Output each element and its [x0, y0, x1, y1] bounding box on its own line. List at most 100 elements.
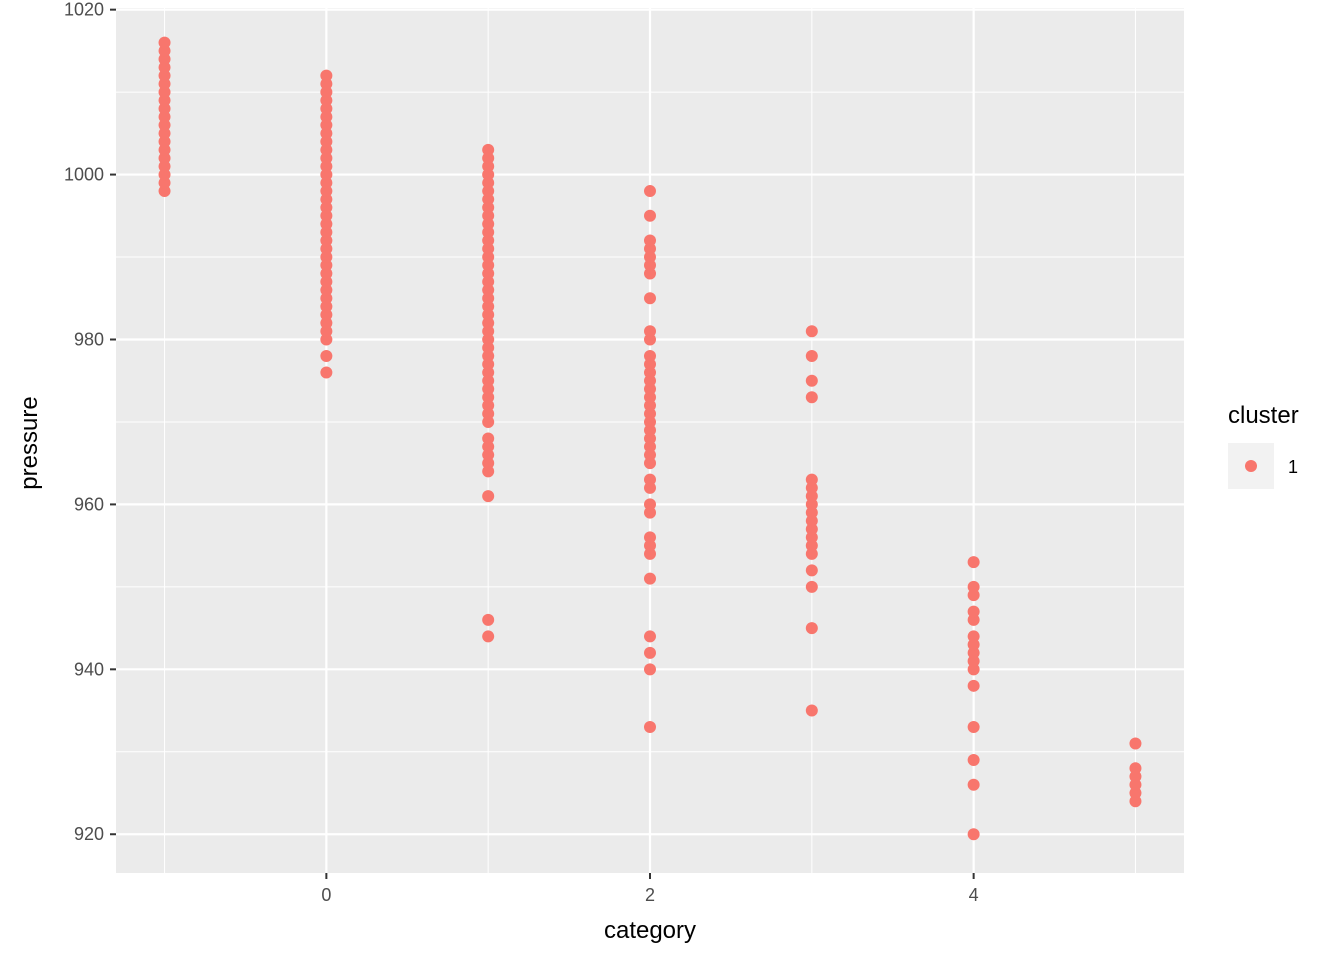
data-point [482, 209, 495, 222]
data-point [320, 267, 333, 280]
data-point [482, 267, 495, 280]
y-tick-label: 960 [74, 494, 104, 514]
data-point [644, 333, 656, 346]
data-point [482, 415, 495, 428]
data-point [805, 523, 818, 536]
data-point [644, 539, 656, 552]
data-point [805, 506, 818, 519]
data-point [320, 168, 333, 181]
data-point [320, 143, 333, 156]
data-point [320, 185, 333, 198]
data-point [644, 391, 656, 404]
data-point [158, 168, 171, 181]
data-point [1129, 787, 1142, 800]
data-point [158, 152, 171, 165]
data-point [482, 391, 495, 404]
data-point [320, 86, 333, 99]
data-point [158, 143, 171, 156]
data-point [320, 119, 333, 132]
data-point [482, 284, 495, 297]
data-point [644, 473, 656, 486]
data-point [644, 185, 656, 198]
data-point [967, 663, 980, 676]
data-point [644, 374, 656, 387]
data-point [967, 778, 980, 791]
data-point [644, 366, 656, 379]
data-point [482, 251, 495, 264]
data-point [320, 366, 333, 379]
data-point [1129, 795, 1142, 808]
data-point [644, 663, 656, 676]
data-point [482, 275, 495, 288]
data-point [967, 580, 980, 593]
data-point [482, 457, 495, 470]
data-point [805, 391, 818, 404]
y-tick-label: 1000 [64, 165, 104, 185]
data-point [320, 242, 333, 255]
data-point [967, 630, 980, 643]
data-point [805, 349, 818, 362]
legend: cluster 1 [1228, 402, 1299, 489]
data-point [1129, 762, 1142, 775]
data-point [320, 77, 333, 90]
data-point [644, 251, 656, 264]
x-tick-label: 2 [645, 885, 655, 905]
data-point [320, 127, 333, 140]
data-point [158, 185, 171, 198]
data-point [644, 399, 656, 412]
data-point [320, 110, 333, 123]
data-point [320, 259, 333, 272]
data-point [967, 589, 980, 602]
data-point [644, 349, 656, 362]
data-point [644, 498, 656, 511]
data-point [482, 234, 495, 247]
data-point [320, 316, 333, 329]
data-point [320, 226, 333, 239]
data-point [158, 102, 171, 115]
y-tick-label: 920 [74, 824, 104, 844]
data-point [320, 333, 333, 346]
data-point [320, 308, 333, 321]
data-point [482, 366, 495, 379]
data-point [482, 316, 495, 329]
data-point [805, 490, 818, 503]
data-point [805, 531, 818, 544]
data-point [805, 547, 818, 560]
data-point [805, 473, 818, 486]
data-point [644, 457, 656, 470]
data-point [482, 333, 495, 346]
legend-key-point [1245, 460, 1257, 472]
data-point [967, 754, 980, 767]
data-point [320, 201, 333, 214]
data-point [805, 622, 818, 635]
data-point [805, 374, 818, 387]
data-point [482, 325, 495, 338]
data-point [644, 234, 656, 247]
data-point [482, 465, 495, 478]
data-point [320, 251, 333, 264]
data-point [644, 572, 656, 585]
data-point [320, 94, 333, 107]
data-point [967, 721, 980, 734]
data-point [1129, 737, 1142, 750]
data-point [1129, 770, 1142, 783]
data-point [320, 234, 333, 247]
data-point [644, 259, 656, 272]
data-point [805, 514, 818, 527]
data-point [320, 160, 333, 173]
data-point [644, 481, 656, 494]
data-point [482, 382, 495, 395]
data-point [482, 193, 495, 206]
data-point [320, 176, 333, 189]
data-point [158, 44, 171, 57]
data-point [644, 325, 656, 338]
data-point [805, 325, 818, 338]
data-point [482, 160, 495, 173]
x-tick-label: 4 [969, 885, 979, 905]
data-point [967, 646, 980, 659]
data-point [644, 448, 656, 461]
data-point [482, 143, 495, 156]
data-point [644, 547, 656, 560]
legend-label-1: 1 [1288, 457, 1298, 477]
data-point [805, 580, 818, 593]
